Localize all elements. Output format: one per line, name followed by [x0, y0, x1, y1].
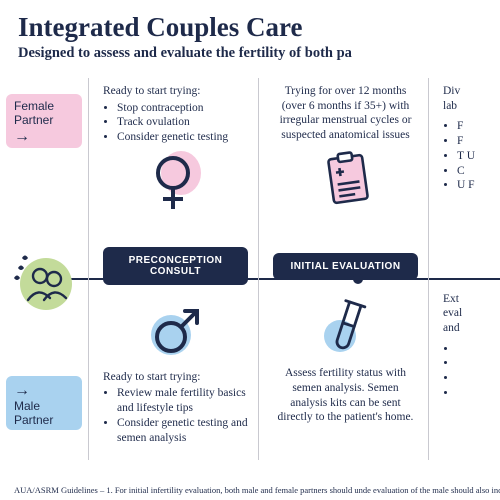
list-item	[457, 356, 490, 371]
stage-bottom: Ready to start trying: Review male ferti…	[103, 291, 248, 454]
list-item: C	[457, 164, 490, 179]
stage-top-list: Stop contraception Track ovulation Consi…	[103, 101, 248, 145]
stage-bottom-text: Assess fertility status with semen analy…	[273, 366, 418, 425]
list-item	[457, 371, 490, 386]
list-item: Stop contraception	[117, 101, 248, 116]
diagram-columns: Female Partner → → Male	[0, 78, 500, 460]
list-item: U F	[457, 178, 490, 193]
list-item: F	[457, 134, 490, 149]
couple-icon	[10, 246, 80, 316]
male-partner-label: Male Partner	[14, 400, 78, 428]
page-title: Integrated Couples Care	[18, 12, 482, 43]
arrow-right-icon: →	[14, 128, 78, 146]
list-item: Track ovulation	[117, 115, 248, 130]
list-item	[457, 342, 490, 357]
list-item	[457, 386, 490, 401]
female-symbol-icon	[103, 149, 248, 220]
male-symbol-icon	[103, 301, 248, 364]
stage-top-text: Trying for over 12 months (over 6 months…	[273, 84, 418, 143]
stage-top: Trying for over 12 months (over 6 months…	[273, 84, 418, 247]
stage-top-intro: Ready to start trying:	[103, 84, 248, 99]
partner-column: Female Partner → → Male	[0, 78, 88, 460]
timeline-node-2	[353, 274, 363, 284]
stage-bottom-intro: Ext eval and	[443, 292, 490, 336]
stage-bottom-list	[443, 342, 490, 401]
clipboard-icon	[273, 147, 418, 214]
stage-bottom-intro: Ready to start trying:	[103, 370, 248, 385]
page-subtitle: Designed to assess and evaluate the fert…	[18, 45, 482, 62]
stage-top-intro: Div lab	[443, 84, 490, 113]
stage-top-list: F F T U C U F	[443, 119, 490, 193]
female-partner-label: Female Partner	[14, 100, 78, 128]
female-partner-badge: Female Partner →	[6, 94, 82, 148]
male-partner-badge: → Male Partner	[6, 376, 82, 430]
arrow-right-icon: →	[14, 382, 78, 400]
list-item: Consider genetic testing and semen analy…	[117, 416, 248, 445]
footnote: AUA/ASRM Guidelines – 1. For initial inf…	[14, 485, 500, 496]
list-item: Review male fertility basics and lifesty…	[117, 386, 248, 415]
list-item: F	[457, 119, 490, 134]
stage-preconception: Ready to start trying: Stop contraceptio…	[88, 78, 258, 460]
stage-bottom-list: Review male fertility basics and lifesty…	[103, 386, 248, 445]
stage-label: INITIAL EVALUATION	[273, 253, 418, 280]
stage-top: Div lab F F T U C U F	[443, 84, 490, 247]
stage-label: PRECONCEPTION CONSULT	[103, 247, 248, 285]
stage-bottom: Ext eval and	[443, 286, 490, 455]
stage-bottom: Assess fertility status with semen analy…	[273, 286, 418, 455]
test-tube-icon	[273, 296, 418, 361]
stage-cutoff: Div lab F F T U C U F . Ext eval and	[428, 78, 500, 460]
list-item: Consider genetic testing	[117, 130, 248, 145]
list-item: T U	[457, 149, 490, 164]
timeline-node-1	[183, 274, 193, 284]
stage-top: Ready to start trying: Stop contraceptio…	[103, 84, 248, 241]
stage-initial-eval: Trying for over 12 months (over 6 months…	[258, 78, 428, 460]
